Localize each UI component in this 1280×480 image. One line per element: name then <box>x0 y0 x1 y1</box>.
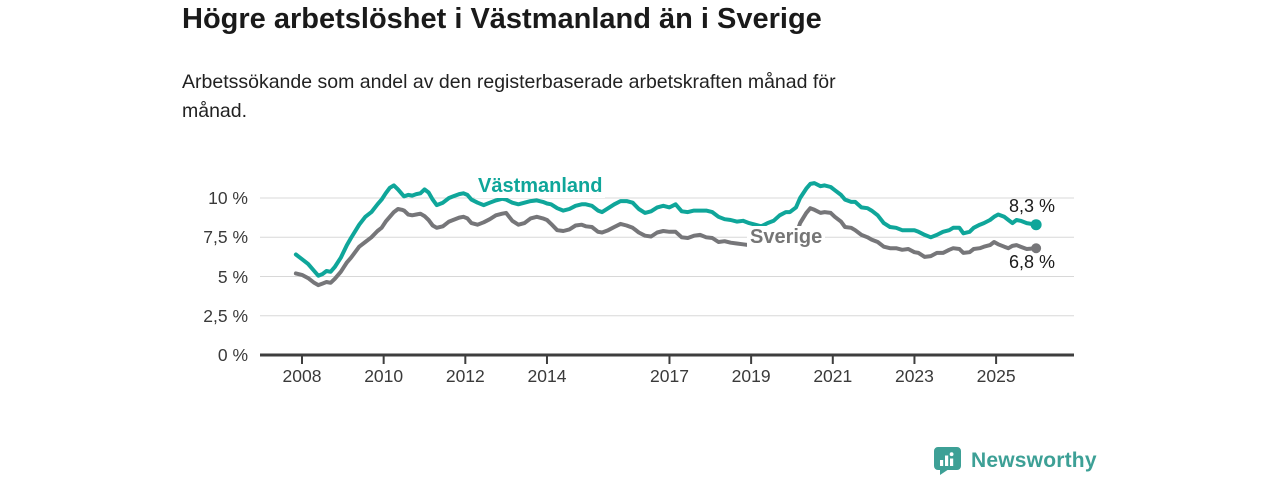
x-axis-tick-label: 2017 <box>650 366 689 386</box>
value-label-vastmanland: 8,3 % <box>1009 196 1056 216</box>
newsworthy-wordmark: Newsworthy <box>971 448 1097 472</box>
y-axis-tick-label: 5 % <box>217 266 248 287</box>
x-axis-tick-label: 2025 <box>976 366 1016 386</box>
chart-subtitle: Arbetssökande som andel av den registerb… <box>182 71 836 122</box>
x-axis-tick-label: 2010 <box>364 366 404 386</box>
x-axis-tick-label: 2021 <box>813 366 853 386</box>
y-axis-tick-label: 2,5 % <box>203 305 248 326</box>
end-dot-0 <box>1030 219 1042 231</box>
value-label-sverige: 6,8 % <box>1009 252 1056 272</box>
y-axis-tick-label: 10 % <box>208 188 248 208</box>
x-axis-tick-label: 2023 <box>894 366 934 386</box>
series-line-1 <box>293 206 1039 288</box>
series-label-sverige: Sverige <box>747 226 826 249</box>
chart-title: Högre arbetslöshet i Västmanland än i Sv… <box>182 3 822 35</box>
newsworthy-bar-chart-bubble-icon <box>934 447 961 475</box>
x-axis-tick-label: 2019 <box>731 366 771 386</box>
series-label-vastmanland: Västmanland <box>475 175 606 198</box>
end-dot-1 <box>1031 243 1042 254</box>
y-axis-tick-label: 7,5 % <box>203 227 248 248</box>
y-axis-tick-label: 0 % <box>217 345 248 365</box>
x-axis-tick-label: 2008 <box>282 366 322 386</box>
x-axis-tick-label: 2012 <box>445 366 485 386</box>
x-axis-tick-label: 2014 <box>527 366 567 386</box>
series-line-0 <box>293 181 1039 278</box>
newsworthy-logo: Newsworthy <box>933 446 1097 475</box>
